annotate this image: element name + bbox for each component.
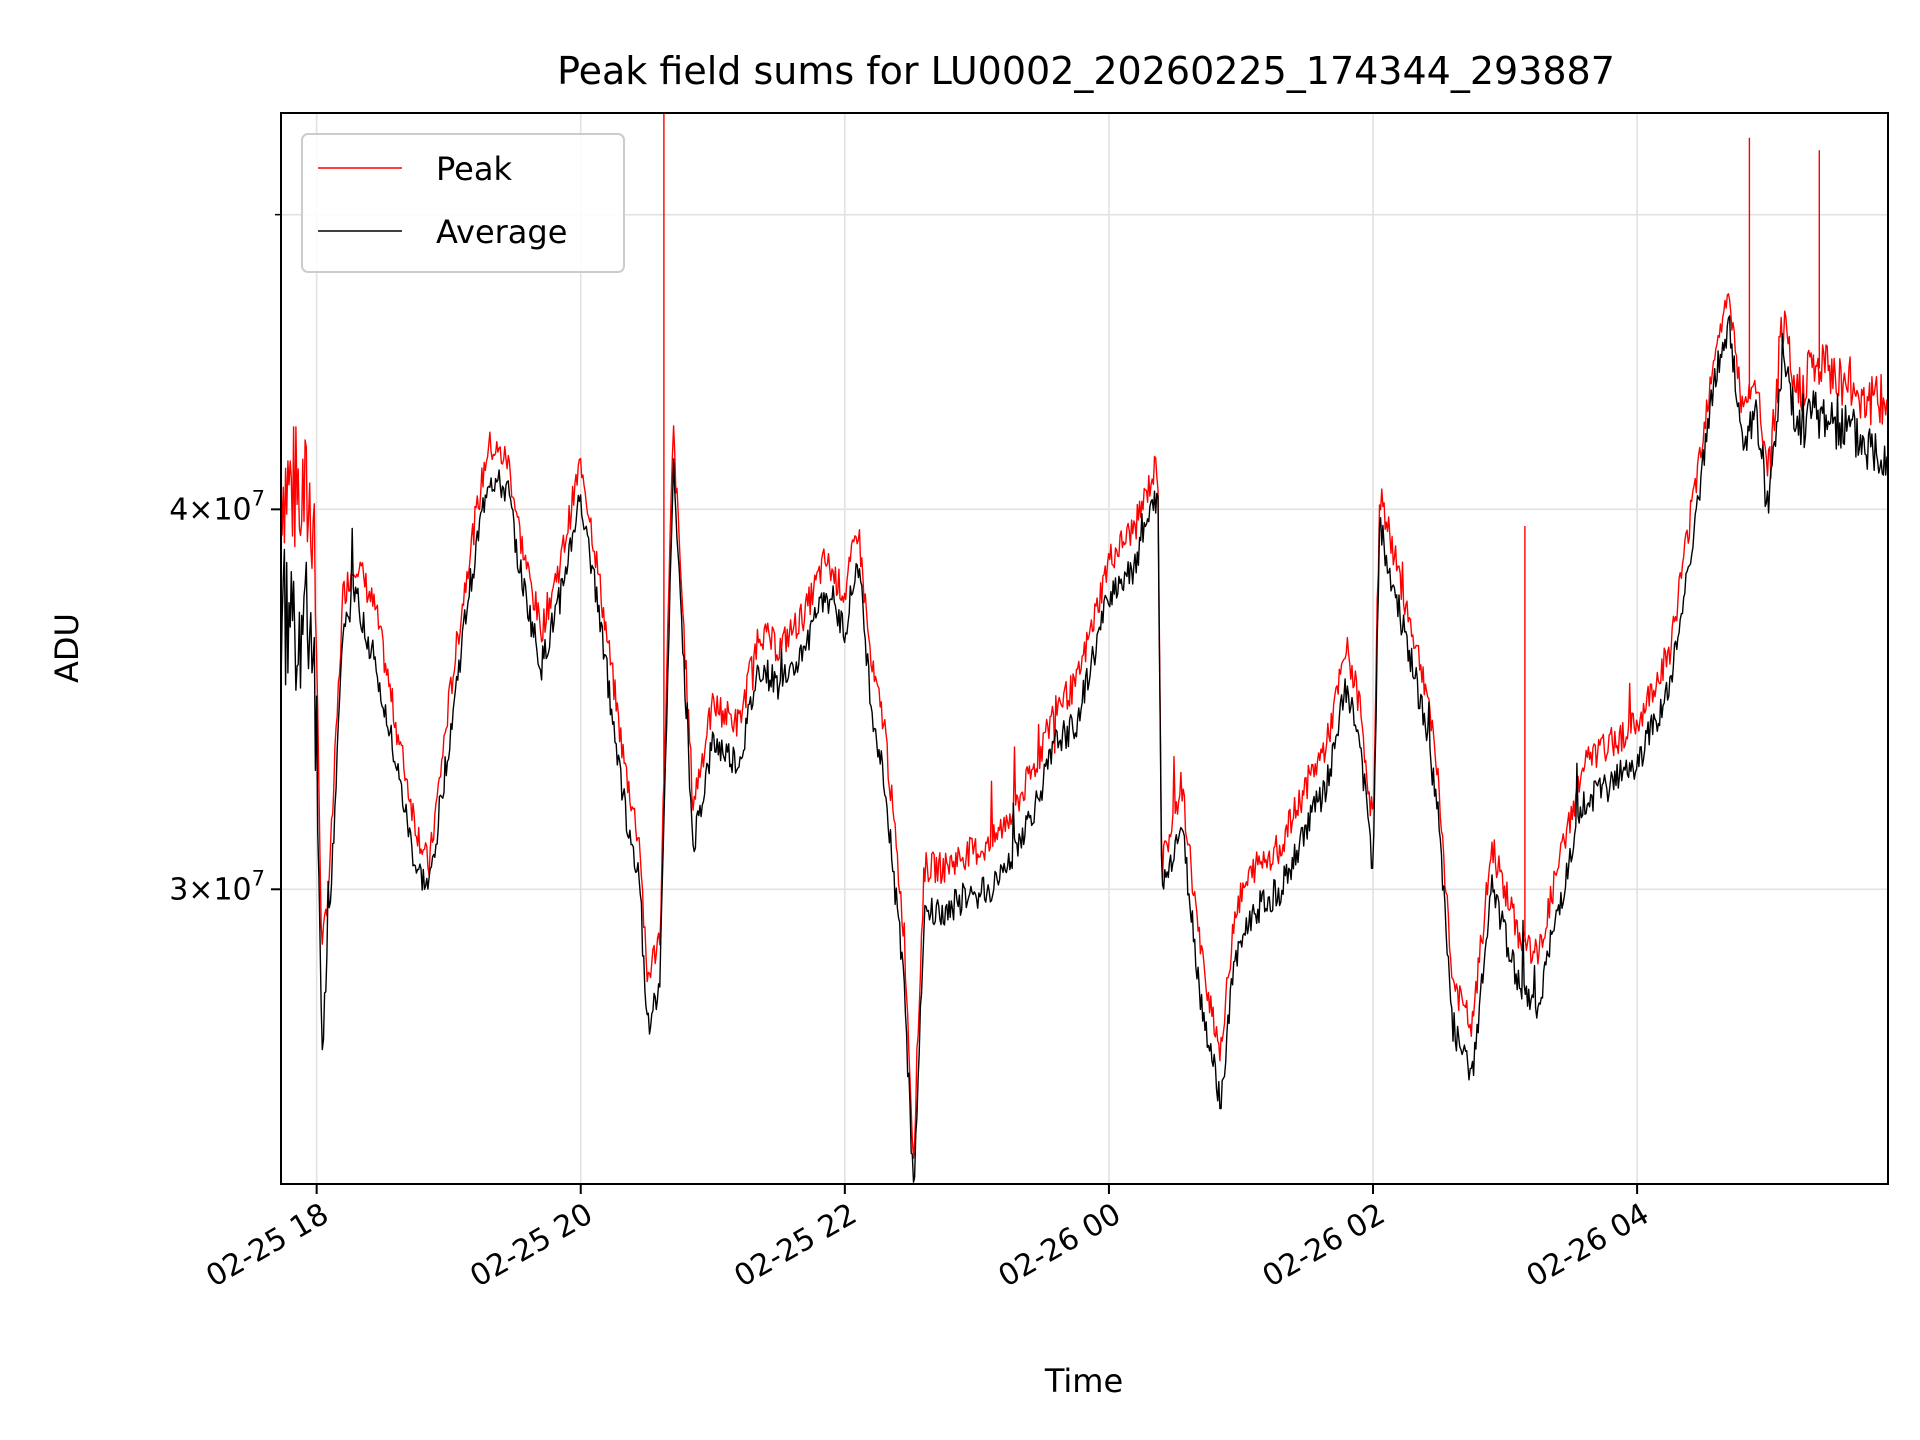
x-axis-title: Time: [1044, 1362, 1123, 1400]
series-line-peak: [281, 113, 1888, 1159]
series-layer: [281, 113, 1888, 1183]
plot-frame: [280, 112, 1889, 1185]
legend: Peak Average: [301, 133, 625, 273]
series-line-average: [281, 315, 1888, 1183]
legend-label-peak: Peak: [436, 150, 512, 188]
legend-label-average: Average: [436, 213, 567, 251]
y-axis-title: ADU: [48, 613, 86, 683]
chart-title: Peak field sums for LU0002_20260225_1743…: [557, 49, 1615, 93]
y-tick-label: 3×107: [169, 866, 265, 907]
y-tick-label: 4×107: [169, 486, 265, 527]
y-axis-ticks: 3×107 4×107: [169, 213, 281, 907]
